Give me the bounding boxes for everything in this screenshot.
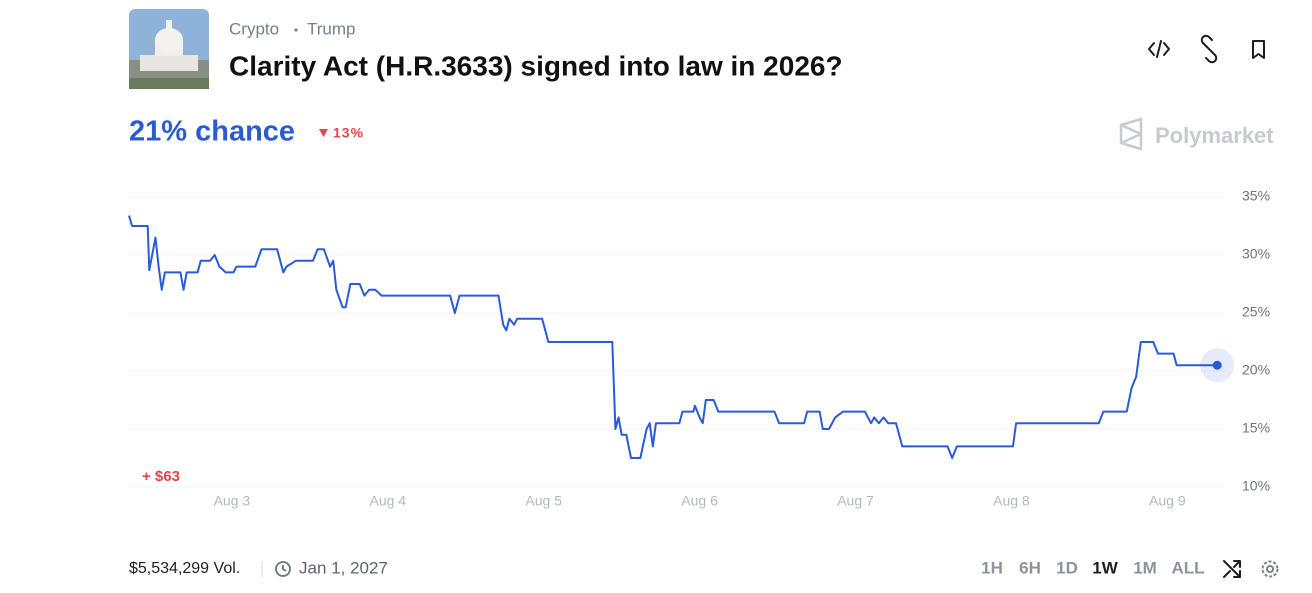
clock-icon <box>275 561 291 577</box>
change-down-icon <box>319 129 328 137</box>
volume: $5,534,299 Vol. <box>129 560 240 577</box>
pnl-annotation: + $63 <box>142 468 180 485</box>
x-tick-label: Aug 5 <box>525 493 562 509</box>
bookmark-button[interactable] <box>1252 40 1265 59</box>
price-line <box>128 215 1218 459</box>
market-image <box>129 9 209 89</box>
x-tick-label: Aug 9 <box>1149 493 1186 509</box>
chance: 21% chance <box>129 116 295 148</box>
current-point <box>1212 360 1222 370</box>
brand-logo <box>1119 117 1143 151</box>
y-tick-label: 30% <box>1242 246 1270 262</box>
tag[interactable]: Trump <box>307 19 356 38</box>
range-button[interactable]: ALL <box>1171 558 1204 577</box>
y-tick-label: 25% <box>1242 304 1270 320</box>
range-button[interactable]: 1M <box>1133 558 1157 577</box>
x-tick-label: Aug 8 <box>993 493 1030 509</box>
x-tick-label: Aug 4 <box>370 493 407 509</box>
y-tick-label: 10% <box>1242 478 1270 494</box>
brand-name: Polymarket <box>1155 123 1274 148</box>
market-title: Clarity Act (H.R.3633) signed into law i… <box>229 50 843 81</box>
range-button[interactable]: 6H <box>1019 558 1041 577</box>
chart: 10% 15% 20% 25% 30% 35% Aug 3 Aug 4 Aug 5 Aug 6 Au… <box>128 188 1270 509</box>
settings-button[interactable] <box>1261 560 1279 578</box>
range-selector: 1H 6H 1D 1W 1M ALL <box>981 558 1204 577</box>
x-tick-label: Aug 3 <box>214 493 251 509</box>
x-tick-label: Aug 7 <box>837 493 874 509</box>
tag-separator <box>294 28 298 32</box>
tag[interactable]: Crypto <box>229 19 279 38</box>
y-tick-label: 20% <box>1242 362 1270 378</box>
y-tick-label: 15% <box>1242 420 1270 436</box>
range-button[interactable]: 1D <box>1056 558 1078 577</box>
range-button[interactable]: 1W <box>1092 558 1118 577</box>
end-date: Jan 1, 2027 <box>299 558 388 577</box>
copy-link-button[interactable] <box>1200 34 1218 64</box>
range-button[interactable]: 1H <box>981 558 1003 577</box>
change: 13% <box>333 125 364 141</box>
x-tick-label: Aug 6 <box>681 493 718 509</box>
y-tick-label: 35% <box>1242 188 1270 204</box>
embed-button[interactable] <box>1148 40 1170 58</box>
shuffle-button[interactable] <box>1223 560 1241 578</box>
